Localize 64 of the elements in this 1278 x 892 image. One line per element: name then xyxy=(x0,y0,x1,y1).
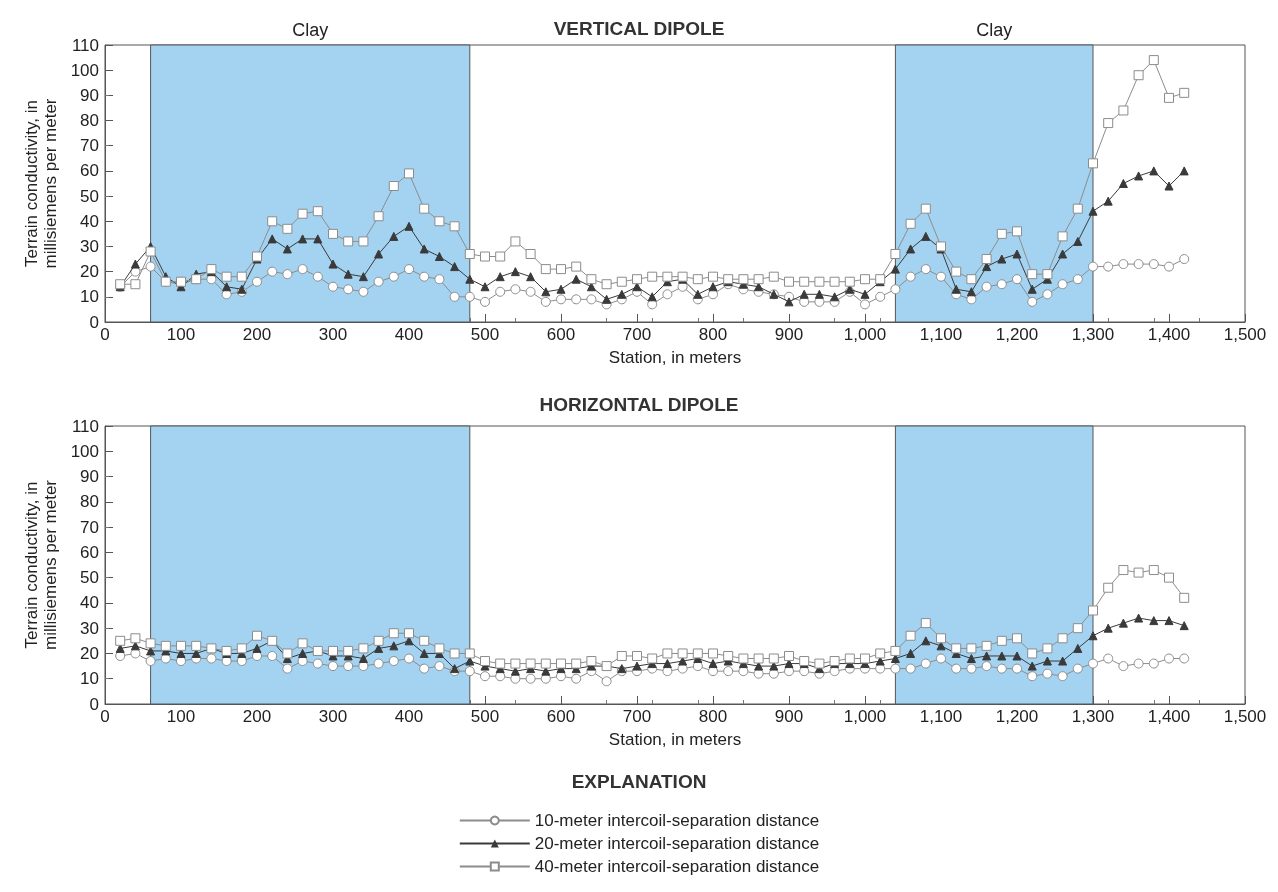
y-tick-label: 60 xyxy=(80,542,99,562)
x-tick-label: 100 xyxy=(166,325,196,344)
y-tick-label: 110 xyxy=(71,416,99,436)
legend-label: 20-meter intercoil-separation distance xyxy=(534,834,820,853)
y-tick-label: 40 xyxy=(80,211,99,231)
x-tick-label: 400 xyxy=(394,707,424,726)
x-axis-title: Station, in meters xyxy=(608,729,742,749)
legend-title: EXPLANATION xyxy=(571,771,707,792)
x-tick-label: 1,300 xyxy=(1071,325,1115,344)
y-tick-label: 70 xyxy=(80,517,99,537)
y-axis-title: Terrain conductivity, in millisiemens per meter xyxy=(21,479,60,651)
y-tick-label: 10 xyxy=(80,669,99,689)
legend-label: 10-meter intercoil-separation distance xyxy=(534,811,820,830)
y-tick-label: 80 xyxy=(80,492,99,512)
y-tick-label: 90 xyxy=(80,467,99,487)
x-tick-label: 900 xyxy=(774,325,804,344)
x-tick-label: 900 xyxy=(774,707,804,726)
y-tick-label: 30 xyxy=(80,618,99,638)
x-tick-label: 200 xyxy=(242,325,272,344)
y-tick-label: 80 xyxy=(80,111,99,131)
y-tick-label: 20 xyxy=(80,643,99,663)
x-tick-label: 1,100 xyxy=(919,325,963,344)
x-tick-label: 500 xyxy=(470,707,500,726)
x-tick-label: 1,300 xyxy=(1071,707,1115,726)
y-tick-label: 10 xyxy=(80,287,99,307)
x-tick-label: 1,500 xyxy=(1223,325,1267,344)
x-tick-label: 1,200 xyxy=(995,707,1039,726)
chart-title: VERTICAL DIPOLE xyxy=(553,18,725,39)
x-tick-label: 600 xyxy=(546,325,576,344)
y-tick-label: 70 xyxy=(80,136,99,156)
x-tick-label: 100 xyxy=(166,707,196,726)
x-tick-label: 500 xyxy=(470,325,500,344)
x-tick-label: 300 xyxy=(318,707,348,726)
x-tick-label: 400 xyxy=(394,325,424,344)
x-tick-label: 800 xyxy=(698,325,728,344)
x-tick-label: 1,400 xyxy=(1147,707,1191,726)
x-tick-label: 1,000 xyxy=(843,707,887,726)
y-tick-label: 50 xyxy=(80,186,99,206)
x-tick-label: 300 xyxy=(318,325,348,344)
y-tick-label: 50 xyxy=(80,568,99,588)
x-tick-label: 1,400 xyxy=(1147,325,1191,344)
y-tick-label: 90 xyxy=(80,85,99,105)
y-tick-label: 110 xyxy=(71,35,99,55)
x-tick-label: 700 xyxy=(622,707,652,726)
x-tick-label: 1,000 xyxy=(843,325,887,344)
y-tick-label: 30 xyxy=(80,236,99,256)
x-tick-label: 1,500 xyxy=(1223,707,1267,726)
band-label: Clay xyxy=(976,19,1013,40)
x-tick-label: 200 xyxy=(242,707,272,726)
x-tick-label: 800 xyxy=(698,707,728,726)
y-tick-label: 40 xyxy=(80,593,99,613)
y-axis-title: Terrain conductivity, in millisiemens per meter xyxy=(21,98,60,269)
legend-label: 40-meter intercoil-separation distance xyxy=(534,857,820,876)
x-tick-label: 1,200 xyxy=(995,325,1039,344)
chart-title: HORIZONTAL DIPOLE xyxy=(539,394,739,415)
y-tick-label: 100 xyxy=(70,60,99,80)
y-tick-label: 20 xyxy=(80,262,99,282)
x-tick-label: 600 xyxy=(546,707,576,726)
x-tick-label: 700 xyxy=(622,325,652,344)
x-tick-label: 1,100 xyxy=(919,707,963,726)
y-tick-label: 60 xyxy=(80,161,99,181)
band-label: Clay xyxy=(292,19,329,40)
x-axis-title: Station, in meters xyxy=(608,347,742,367)
y-tick-label: 100 xyxy=(70,441,99,461)
